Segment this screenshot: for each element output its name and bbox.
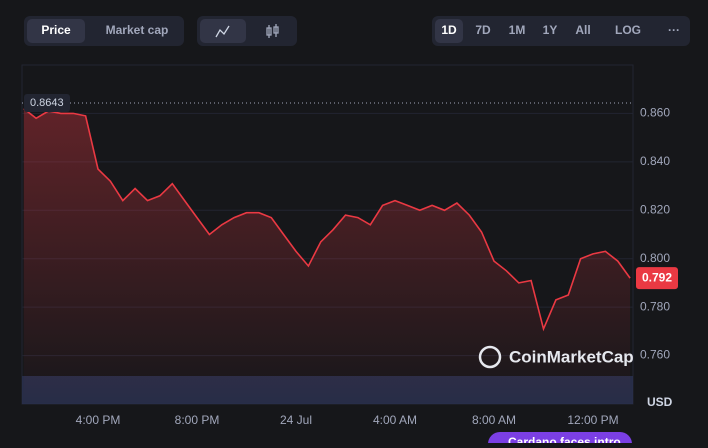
tab[interactable]: Market cap — [106, 23, 169, 37]
y-tick-label: 0.760 — [640, 348, 670, 362]
reference-price: 0.8643 — [30, 97, 64, 109]
tab[interactable]: Price — [41, 23, 71, 37]
y-tick-label: 0.840 — [640, 154, 670, 168]
current-price: 0.792 — [642, 270, 672, 284]
range-button[interactable]: 1M — [509, 23, 526, 37]
reference-tag — [24, 94, 70, 113]
area-fill — [23, 108, 631, 404]
line-type-button[interactable] — [200, 19, 246, 43]
range-button[interactable]: LOG — [615, 23, 641, 37]
y-tick-label: 0.800 — [640, 251, 670, 265]
watermark-logo — [478, 345, 502, 369]
range-button[interactable]: 1Y — [543, 23, 558, 37]
x-tick-label: 8:00 PM — [175, 413, 220, 427]
range-button[interactable]: 7D — [475, 23, 491, 37]
watermark: CoinMarketCap — [509, 347, 634, 366]
range-button[interactable]: 1D — [441, 23, 457, 37]
x-tick-label: 4:00 PM — [76, 413, 121, 427]
range-button[interactable]: All — [575, 23, 590, 37]
current-price-tag — [636, 267, 678, 290]
y-tick-label: 0.780 — [640, 299, 670, 313]
line-icon — [215, 25, 230, 38]
x-tick-label: 4:00 AM — [373, 413, 417, 427]
x-tick-label: 12:00 PM — [567, 413, 618, 427]
news[interactable]: Cardano faces intro — [508, 435, 621, 448]
x-tick-label: 24 Jul — [280, 413, 312, 427]
tab-active[interactable] — [27, 19, 85, 43]
range-group — [432, 16, 690, 46]
range-active[interactable] — [435, 19, 463, 43]
price-line — [23, 107, 631, 332]
range-button[interactable]: ··· — [668, 23, 680, 37]
candle-icon[interactable] — [266, 24, 279, 38]
currency-label: USD — [647, 395, 673, 409]
x-tick-label: 8:00 AM — [472, 413, 516, 427]
y-tick-label: 0.860 — [640, 106, 670, 120]
y-tick-label: 0.820 — [640, 202, 670, 216]
